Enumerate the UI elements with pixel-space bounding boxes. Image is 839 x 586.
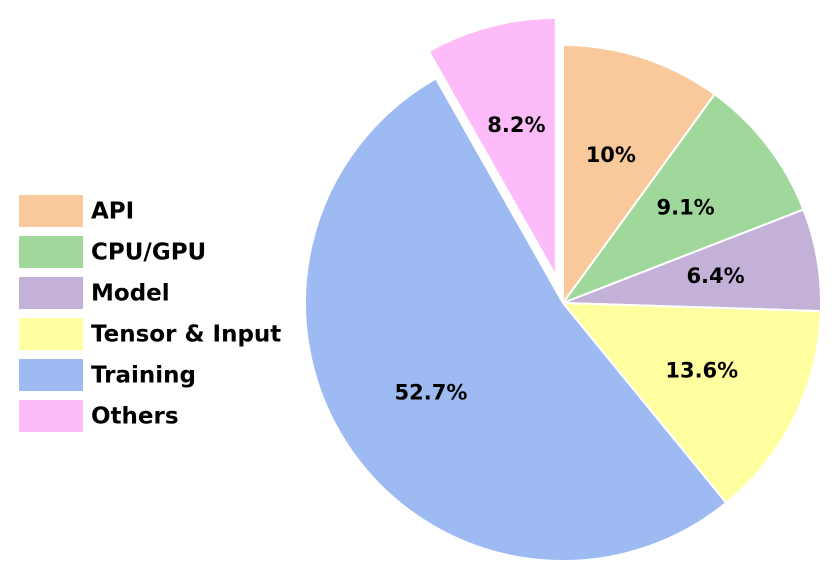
data-label: 13.6% [665, 359, 738, 383]
data-label: 6.4% [686, 264, 744, 288]
pie-slice [427, 16, 557, 280]
pie-slice [560, 92, 805, 306]
legend-swatch [19, 277, 83, 309]
legend-label: Tensor & Input [91, 322, 281, 348]
legend-label: Training [91, 363, 196, 389]
pie-slice [562, 43, 717, 307]
data-label: 8.2% [487, 113, 545, 137]
legend-label: API [91, 199, 134, 225]
data-label: 9.1% [656, 196, 714, 220]
legend-swatch [19, 195, 83, 227]
legend-swatch [19, 236, 83, 268]
legend-label: Others [91, 404, 179, 430]
pie-slice [560, 301, 822, 505]
legend-swatch [19, 400, 83, 432]
legend-swatch [19, 359, 83, 391]
legend-label: Model [91, 281, 170, 307]
pie-slice [304, 77, 728, 562]
legend-swatch [19, 318, 83, 350]
data-label: 52.7% [395, 380, 468, 404]
legend-label: CPU/GPU [91, 240, 206, 266]
data-label: 10% [586, 143, 636, 167]
